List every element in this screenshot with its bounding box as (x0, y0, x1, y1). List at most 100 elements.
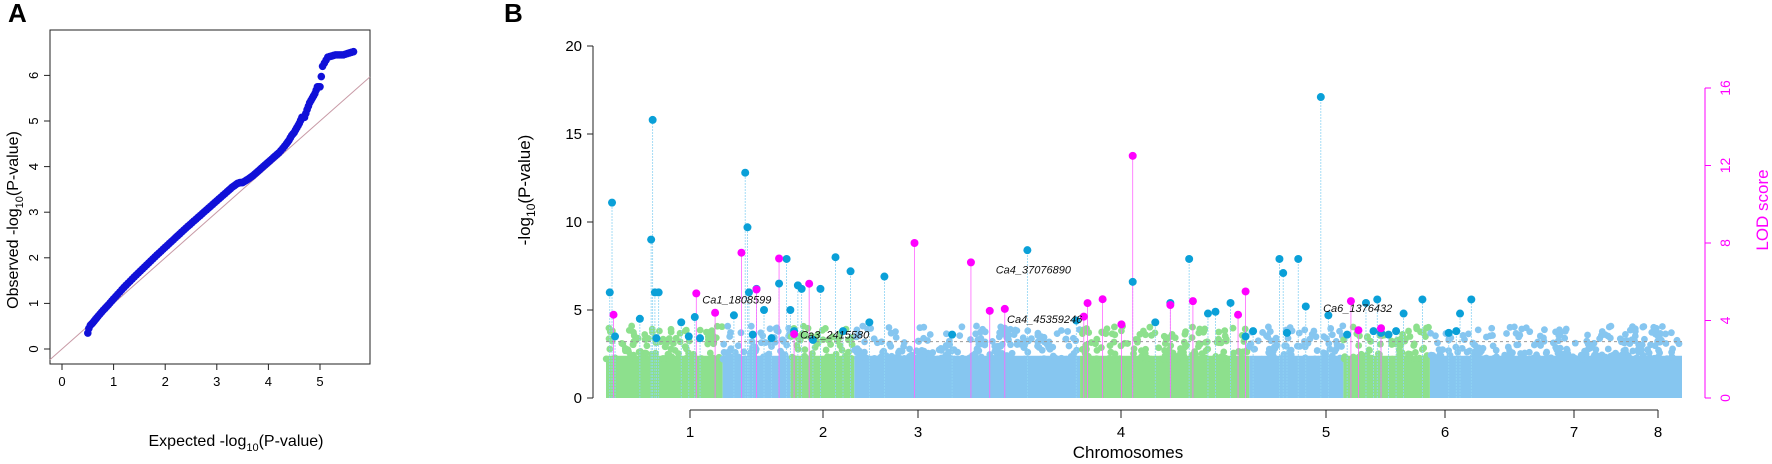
background-snp (1462, 355, 1470, 363)
background-snp (746, 350, 754, 358)
background-snp (1092, 355, 1100, 363)
background-snp (1606, 334, 1614, 342)
background-snp (625, 326, 633, 334)
background-snp (643, 342, 651, 350)
gwas-snp-point (1241, 332, 1250, 341)
background-snp (1584, 331, 1591, 339)
qtl-peak-point (910, 239, 919, 247)
background-snp (1638, 341, 1646, 349)
background-snp (1093, 347, 1101, 354)
background-snp (1083, 325, 1090, 332)
background-snp (727, 329, 734, 336)
snp-stems (609, 97, 1472, 398)
background-snp (1541, 326, 1548, 334)
qtl-peak-point (711, 308, 720, 317)
background-snp (1312, 333, 1320, 341)
background-snp (635, 348, 643, 356)
gwas-snp-point (775, 279, 784, 288)
background-snp (1493, 353, 1500, 361)
snp-annotation: Ca6_1376432 (1323, 303, 1392, 315)
gwas-snp-point (1452, 327, 1461, 336)
qq-point (317, 72, 326, 81)
background-snp (1201, 354, 1209, 362)
background-snp (977, 355, 985, 363)
background-snp (696, 326, 704, 334)
qq-y-tick-label: 3 (26, 209, 41, 216)
gwas-snp-point (652, 334, 661, 343)
qq-y-tick-label: 2 (26, 254, 41, 261)
background-snp (1512, 329, 1520, 337)
background-snp (1433, 354, 1441, 361)
background-snp (958, 323, 966, 331)
background-snp (1625, 352, 1632, 360)
gwas-snp-point (1211, 307, 1220, 316)
gwas-snp-point (1282, 328, 1291, 337)
background-snp (797, 355, 805, 363)
background-snp (1177, 348, 1185, 356)
background-snp (1349, 355, 1357, 363)
background-snp (1000, 352, 1008, 359)
background-snp (1633, 354, 1640, 362)
background-snp (1146, 323, 1154, 331)
background-snp (1622, 346, 1629, 354)
qq-x-tick-label: 2 (162, 374, 169, 389)
background-snp (835, 335, 842, 342)
qtl-peak-point (966, 258, 975, 267)
qq-plot-frame (49, 29, 371, 365)
background-snp (967, 336, 974, 343)
background-snp (1072, 337, 1080, 345)
background-snp (958, 354, 966, 362)
gwas-snp-point (1294, 254, 1303, 263)
background-snp (1332, 337, 1340, 345)
background-snp (1419, 329, 1427, 337)
background-snp (1021, 355, 1028, 363)
background-snp (672, 334, 680, 342)
background-snp (1631, 325, 1639, 333)
gwas-snp-point (648, 115, 657, 124)
snp-annotation: Ca4_37076890 (996, 265, 1072, 277)
background-snp (900, 355, 908, 363)
gwas-snp-point (1361, 298, 1370, 307)
chromosome-tick-label: 1 (686, 424, 694, 441)
background-snp (1267, 337, 1275, 345)
background-snp (1656, 349, 1664, 357)
background-snp (1229, 324, 1237, 332)
background-snp (1035, 344, 1043, 351)
background-snp (1130, 345, 1138, 353)
qq-y-tick-label: 5 (26, 117, 41, 124)
background-snp (1517, 350, 1524, 357)
background-snp (1658, 323, 1666, 330)
qq-points (84, 47, 358, 337)
background-snp (1339, 322, 1347, 330)
lod-tick-label: 4 (1717, 316, 1733, 324)
background-snp (1302, 355, 1309, 363)
y-tick-label: 20 (565, 38, 582, 55)
background-snp (1057, 327, 1065, 334)
snp-annotation: Ca4_45359246 (1007, 314, 1083, 326)
background-snp (1406, 354, 1413, 362)
background-snp (644, 335, 652, 342)
background-snp (853, 349, 861, 356)
qq-y-axis-label: Observed -log10(P-value) (5, 131, 26, 309)
background-snp (838, 346, 846, 354)
background-snp (1545, 355, 1553, 363)
gwas-snp-point (797, 284, 806, 293)
background-snp (1482, 354, 1490, 362)
background-snp (1110, 323, 1118, 331)
background-snp (707, 336, 715, 344)
background-snp (1259, 329, 1267, 336)
qtl-peak-point (752, 285, 761, 294)
gwas-snp-point (690, 313, 699, 322)
background-snp (1652, 325, 1659, 333)
background-snp (920, 323, 928, 331)
background-snp (718, 323, 726, 331)
background-snp (1028, 335, 1035, 342)
background-snp (1526, 328, 1534, 336)
background-snp (1463, 348, 1471, 356)
background-snp (880, 347, 888, 355)
gwas-snp-point (808, 335, 817, 344)
background-snp (737, 329, 745, 337)
background-snp (900, 339, 908, 346)
background-snp (1474, 326, 1482, 334)
